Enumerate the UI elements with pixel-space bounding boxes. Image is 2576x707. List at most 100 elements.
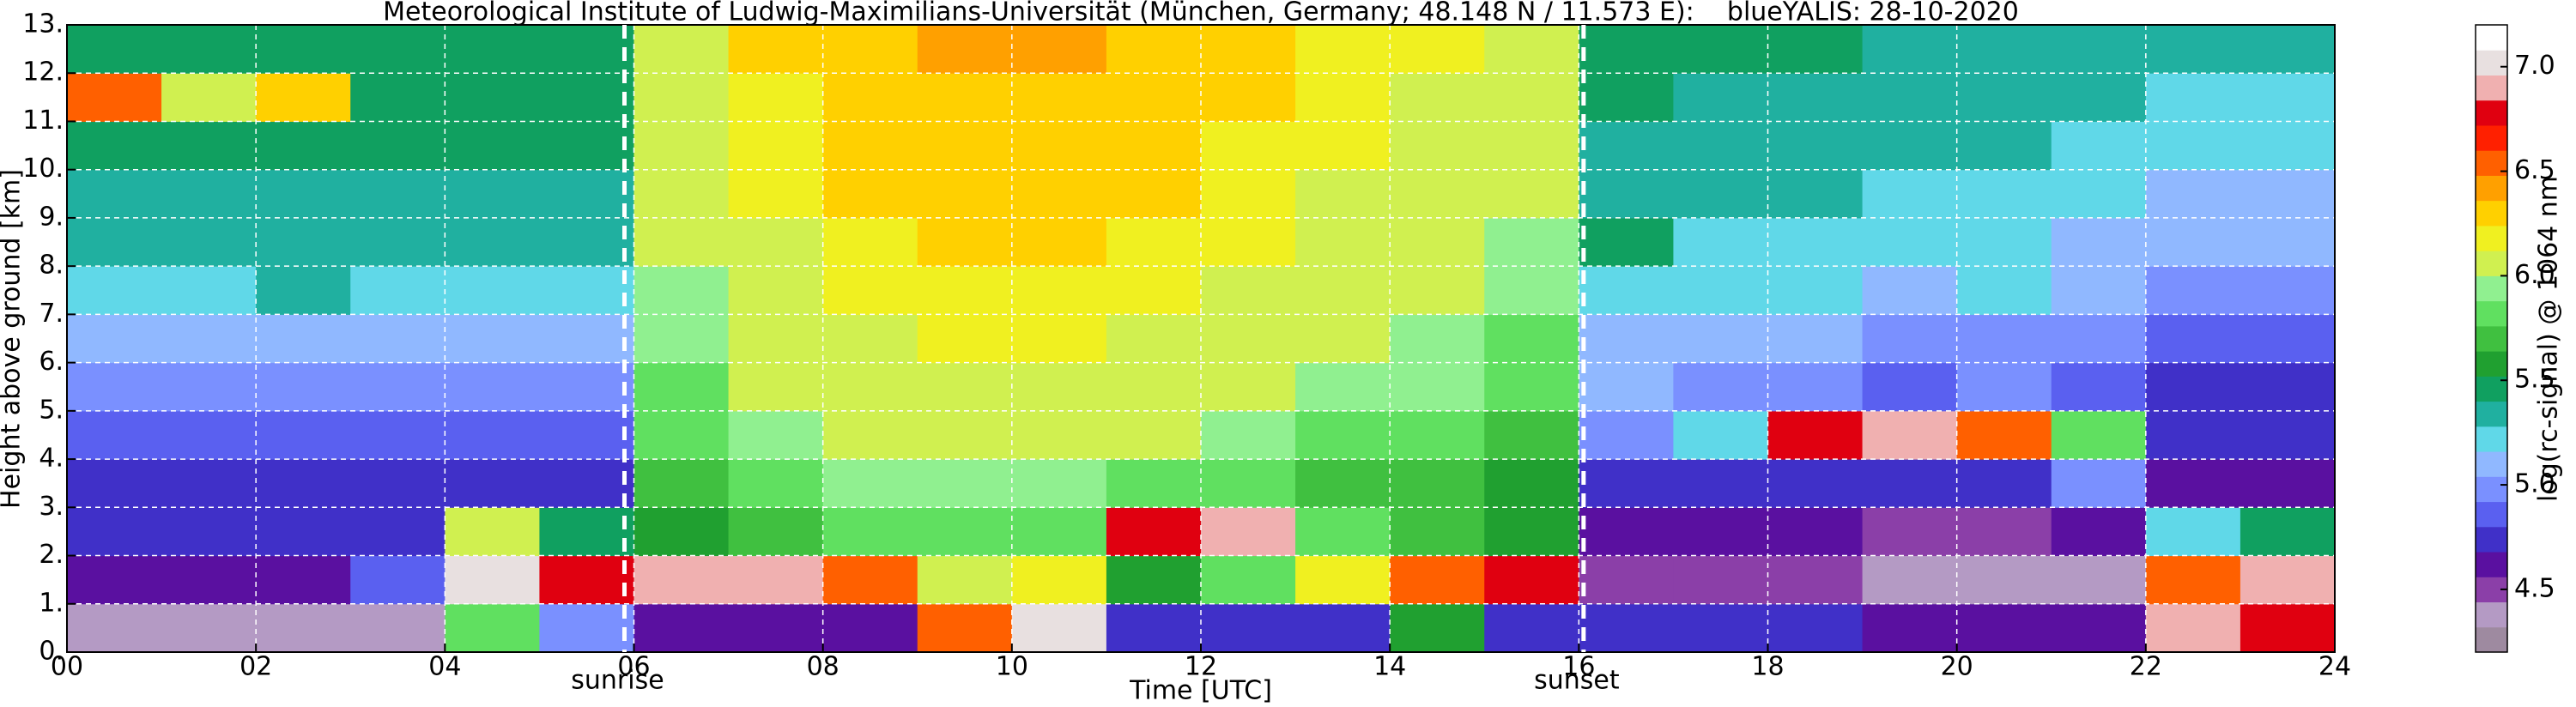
heatmap-cell (1579, 73, 1674, 122)
heatmap-cell (1767, 459, 1864, 508)
heatmap-cell (1295, 507, 1391, 557)
heatmap-cell (350, 121, 445, 171)
heatmap-cell (1862, 603, 1958, 653)
heatmap-cell (1484, 603, 1579, 653)
heatmap-cell (1484, 73, 1579, 122)
heatmap-cell (539, 459, 634, 508)
heatmap-cell (1956, 25, 2052, 74)
heatmap-cell (633, 73, 730, 122)
heatmap-cell (2051, 169, 2147, 219)
heatmap-cell (2145, 73, 2241, 122)
heatmap-cell (1390, 25, 1485, 74)
heatmap-cell (2240, 459, 2336, 508)
chart-title: Meteorological Institute of Ludwig-Maxim… (383, 0, 2019, 27)
heatmap-cell (822, 507, 918, 557)
heatmap-cell (539, 314, 634, 364)
heatmap-cell (445, 73, 540, 122)
colorbar-bin (2476, 124, 2507, 151)
heatmap-cell (633, 169, 730, 219)
colorbar-bin (2476, 300, 2507, 327)
heatmap-cell (445, 362, 540, 412)
heatmap-cell (539, 410, 634, 460)
heatmap-cell (67, 603, 162, 653)
heatmap-cell (67, 266, 162, 315)
heatmap-cell (161, 507, 257, 557)
y-tick-label: 9. (39, 202, 64, 232)
heatmap-cell (1295, 169, 1391, 219)
heatmap-cell (1484, 410, 1579, 460)
colorbar-bin (2476, 601, 2507, 628)
heatmap-cell (822, 362, 918, 412)
y-tick-label: 7. (39, 299, 64, 329)
heatmap-cell (822, 73, 918, 122)
heatmap-cell (1201, 217, 1296, 267)
heatmap-cell (1295, 121, 1391, 171)
heatmap-cell (2051, 73, 2147, 122)
colorbar-bin (2476, 501, 2507, 528)
heatmap-cell (2145, 121, 2241, 171)
heatmap-cell (256, 121, 351, 171)
heatmap-cell (1579, 507, 1674, 557)
y-tick-label: 12. (22, 57, 64, 88)
heatmap-cell (1484, 25, 1579, 74)
heatmap-cell (1862, 314, 1958, 364)
heatmap-cell (1390, 73, 1485, 122)
heatmap-cell (1862, 410, 1958, 460)
heatmap-cell (1295, 362, 1391, 412)
heatmap-cell (445, 121, 540, 171)
y-tick-label: 3. (39, 492, 64, 522)
annotation-label: sunrise (571, 666, 664, 696)
heatmap-cell (161, 362, 257, 412)
heatmap-cell (256, 555, 351, 605)
heatmap-cell (917, 121, 1013, 171)
heatmap-cell (1106, 507, 1202, 557)
heatmap-cell (2145, 410, 2241, 460)
heatmap-cell (1579, 362, 1674, 412)
heatmap-cell (1295, 73, 1391, 122)
heatmap-cell (539, 507, 634, 557)
heatmap-cell (1862, 217, 1958, 267)
plot-frame (66, 24, 2336, 653)
heatmap-cell (917, 314, 1013, 364)
heatmap-cell (917, 169, 1013, 219)
heatmap-cell (1956, 507, 2052, 557)
heatmap-cell (1201, 603, 1296, 653)
heatmap-cell (1673, 169, 1768, 219)
heatmap-cell (1295, 314, 1391, 364)
heatmap-cell (633, 121, 730, 171)
heatmap-cell (1956, 459, 2052, 508)
heatmap-cell (2145, 603, 2241, 653)
heatmap-cell (728, 217, 824, 267)
heatmap-cell (1484, 459, 1579, 508)
heatmap-cell (728, 25, 824, 74)
heatmap-cell (2051, 362, 2147, 412)
heatmap-cell (1767, 73, 1864, 122)
heatmap-cell (633, 507, 730, 557)
heatmap-cell (1295, 603, 1391, 653)
heatmap-cell (1767, 603, 1864, 653)
heatmap-cell (256, 410, 351, 460)
colorbar-bin (2476, 275, 2507, 302)
colorbar-bin (2476, 351, 2507, 377)
heatmap-cell (1956, 410, 2052, 460)
heatmap-cell (633, 314, 730, 364)
heatmap-cell (728, 73, 824, 122)
heatmap-cell (539, 73, 634, 122)
heatmap-cell (2240, 25, 2336, 74)
heatmap-cell (1390, 217, 1485, 267)
heatmap-cell (1011, 314, 1107, 364)
colorbar-bin (2476, 451, 2507, 477)
heatmap-cell (2240, 410, 2336, 460)
heatmap-cell (1106, 410, 1202, 460)
heatmap-cell (1011, 25, 1107, 74)
heatmap-cell (1673, 555, 1768, 605)
heatmap-cell (2051, 410, 2147, 460)
heatmap-cell (1484, 362, 1579, 412)
heatmap-cell (539, 169, 634, 219)
heatmap-cell (1956, 603, 2052, 653)
heatmap-cell (1201, 459, 1296, 508)
heatmap-cell (539, 603, 634, 653)
heatmap-cell (1484, 217, 1579, 267)
heatmap-cell (1767, 410, 1864, 460)
